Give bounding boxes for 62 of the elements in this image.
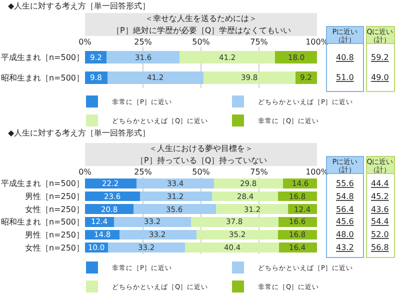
bar <box>140 191 212 202</box>
text: 45.2 <box>371 192 389 201</box>
bar <box>133 204 216 214</box>
x-tick-label: 75% <box>250 37 268 46</box>
x-tick-label: 0% <box>78 167 92 176</box>
bar <box>185 242 279 252</box>
text: 51.0 <box>336 73 354 82</box>
text: 43.2 <box>336 243 354 252</box>
bar <box>119 230 196 240</box>
x-tick-label: 50% <box>192 167 210 176</box>
text: ［P］持っている［Q］持っていない <box>136 156 268 165</box>
bar <box>180 51 276 64</box>
bar <box>196 230 278 240</box>
text: 40.8 <box>336 53 354 62</box>
text: 54.8 <box>336 192 354 201</box>
bar <box>136 178 214 188</box>
text: 44.4 <box>371 179 389 188</box>
chart-title: ◆人生に対する考え方［単一回答形式］ <box>8 128 150 138</box>
chart-title: ◆人生に対する考え方［単一回答形式］ <box>8 2 150 11</box>
text: 48.0 <box>336 230 354 239</box>
bar <box>85 178 136 188</box>
bar <box>278 242 317 252</box>
bar <box>190 217 278 227</box>
y-tick-label: 平成生まれ［n=500］ <box>0 53 84 62</box>
text: 59.2 <box>371 53 389 62</box>
text: 54.4 <box>371 217 389 226</box>
y-tick-label: 男性［n=250］ <box>24 192 84 202</box>
bar <box>275 51 317 64</box>
text: 55.6 <box>336 179 354 188</box>
y-tick-label: 平成生まれ［n=500］ <box>0 179 84 188</box>
x-tick-label: 25% <box>134 37 152 46</box>
x-tick-label: 0% <box>78 37 92 46</box>
bar <box>85 51 106 64</box>
bar <box>114 217 191 227</box>
chart-subtitle: ＜幸せな人生を送るためには＞ <box>145 14 257 23</box>
text: 56.4 <box>336 205 354 214</box>
y-tick-label: 男性［n=250］ <box>24 230 84 240</box>
bar <box>85 204 134 214</box>
text: 43.6 <box>371 205 389 214</box>
text: 52.0 <box>371 230 389 239</box>
x-tick-label: 25% <box>134 167 152 176</box>
bar <box>278 217 317 227</box>
bar <box>106 51 180 64</box>
bar <box>108 72 204 84</box>
bar <box>283 178 317 188</box>
y-tick-label: 昭和生まれ［n=500］ <box>0 74 84 83</box>
chart-subtitle: ＜人生における夢や目標を＞ <box>149 144 253 153</box>
bar <box>216 204 288 214</box>
x-tick-label: 75% <box>250 167 268 176</box>
y-tick-label: 女性［n=250］ <box>24 243 84 252</box>
bar <box>212 191 278 202</box>
bar <box>296 72 317 84</box>
text: 56.8 <box>371 243 389 252</box>
y-tick-label: 昭和生まれ［n=500］ <box>0 218 84 227</box>
y-tick-label: 女性［n=250］ <box>24 204 84 214</box>
bar <box>214 178 284 188</box>
text: 45.6 <box>336 217 354 226</box>
text: 49.0 <box>371 73 389 82</box>
text: ［P］絶対に学歴が必要［Q］学歴はなくてもいい <box>112 26 292 35</box>
x-tick-label: 50% <box>192 37 210 46</box>
bar <box>108 242 186 252</box>
bar <box>203 72 296 84</box>
